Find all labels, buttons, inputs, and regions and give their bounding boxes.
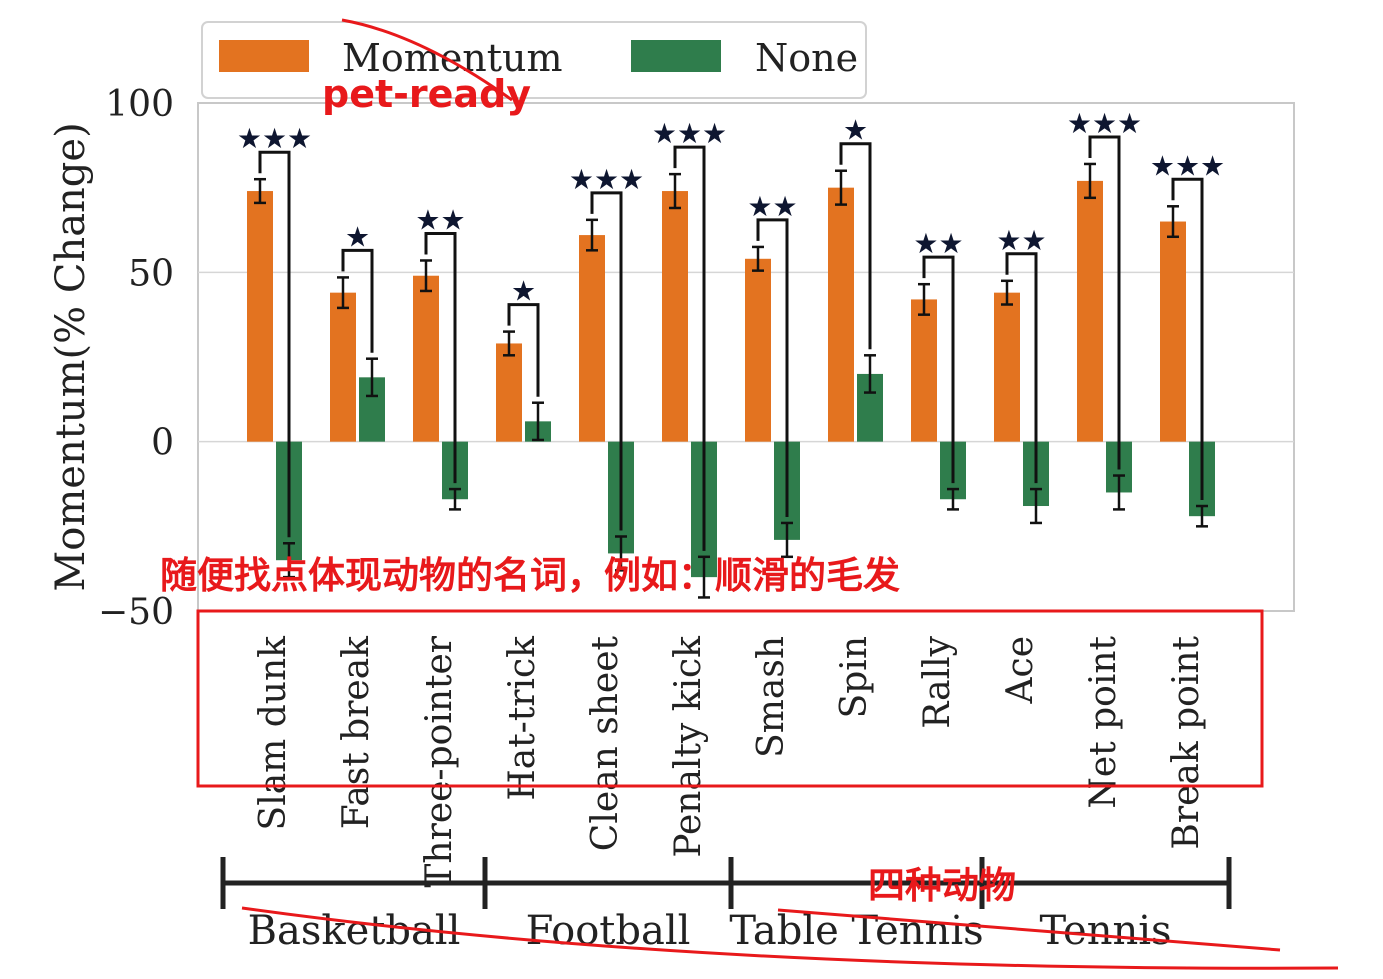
significance-stars: ★★: [415, 203, 465, 236]
legend-swatch-none: [631, 40, 721, 72]
x-tick-label: Slam dunk: [253, 635, 294, 831]
x-tick-label: Smash: [751, 636, 792, 758]
y-axis-ticks: 100 50 0 −50: [98, 84, 174, 633]
bar-momentum: [911, 299, 937, 442]
significance-stars: ★: [843, 114, 868, 147]
x-tick-label: Rally: [917, 635, 958, 728]
legend: Momentum None: [201, 21, 867, 99]
significance-stars: ★★: [996, 224, 1046, 257]
significance-stars: ★★★: [1067, 107, 1142, 140]
x-tick-label: Three-pointer: [419, 635, 460, 887]
bar-momentum: [1160, 221, 1186, 442]
significance-bracket: [424, 231, 457, 484]
annotation-bottom-label: 四种动物: [868, 864, 1016, 907]
bar-momentum: [994, 292, 1020, 442]
legend-swatch-momentum: [219, 40, 309, 72]
significance-bracket: [590, 191, 623, 531]
significance-stars: ★★★: [652, 117, 727, 150]
bar-momentum: [745, 258, 771, 442]
bar-momentum: [1077, 180, 1103, 442]
annotation-middle-label: 随便找点体现动物的名词，例如：顺滑的毛发: [160, 554, 900, 597]
bar-momentum: [828, 187, 854, 442]
y-tick-label: 50: [128, 253, 174, 294]
significance-bracket: [756, 218, 789, 517]
y-axis-label: Momentum(% Change): [48, 122, 94, 591]
x-tick-label: Ace: [1000, 636, 1041, 704]
bar-momentum: [579, 235, 605, 442]
bar-momentum: [413, 275, 439, 442]
bar-momentum: [247, 191, 273, 442]
y-tick-label: 0: [151, 423, 174, 464]
x-tick-label: Spin: [834, 636, 875, 718]
significance-stars: ★★★: [237, 122, 312, 155]
x-axis-tick-labels: Slam dunk Fast break Three-pointer Hat-tric…: [253, 635, 1207, 888]
annotation-top-label: pet-ready: [322, 72, 531, 116]
x-tick-label: Clean sheet: [585, 635, 626, 851]
significance-bracket: [673, 145, 706, 551]
y-tick-label: −50: [98, 592, 174, 633]
bars: [247, 162, 1215, 599]
annotation-overlay: pet-ready 随便找点体现动物的名词，例如：顺滑的毛发 四种动物: [160, 18, 1339, 970]
group-axis: Basketball Football Table Tennis Tennis: [220, 857, 1232, 954]
x-tick-label: Break point: [1166, 635, 1207, 849]
significance-bracket: [341, 248, 374, 353]
x-tick-label: Fast break: [336, 635, 377, 829]
significance-bracket: [1171, 177, 1204, 501]
bar-momentum: [330, 292, 356, 442]
significance-bracket: [258, 150, 291, 538]
legend-label-none: None: [755, 36, 858, 80]
significance-bracket: [507, 303, 540, 397]
significance-stars: ★: [511, 275, 536, 308]
significance-bracket: [839, 142, 872, 350]
annotation-stroke-top: [341, 18, 513, 102]
significance-stars: ★★: [913, 227, 963, 260]
x-tick-label: Hat-trick: [502, 635, 543, 801]
significance-bracket: [922, 255, 955, 484]
x-tick-label: Penalty kick: [668, 635, 709, 858]
annotation-highlight-box: [196, 609, 1264, 788]
x-tick-label: Net point: [1083, 635, 1124, 808]
significance-stars: ★★: [747, 190, 797, 223]
annotation-stroke-bottom-2: [777, 908, 1281, 952]
group-label: Tennis: [1039, 908, 1171, 954]
significance-bracket: [1005, 252, 1038, 484]
legend-label-momentum: Momentum: [342, 36, 563, 80]
y-tick-label: 100: [105, 84, 174, 125]
bar-momentum: [662, 191, 688, 442]
annotation-stroke-bottom-1: [241, 906, 1339, 970]
significance-stars: ★★★: [569, 163, 644, 196]
significance-stars: ★★★: [1150, 149, 1225, 182]
significance-markers: ★★★★★★★★★★★★★★★★★★ ★★★★★★★★: [237, 107, 1225, 551]
significance-stars: ★: [345, 220, 370, 253]
significance-bracket: [1088, 135, 1121, 470]
bar-momentum: [496, 343, 522, 442]
